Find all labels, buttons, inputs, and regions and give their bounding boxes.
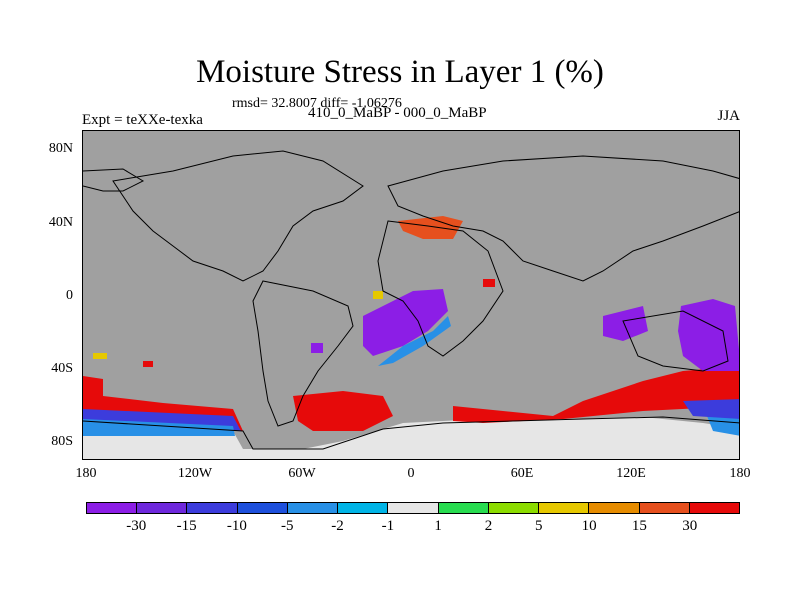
lon-label-60w: 60W <box>288 466 316 481</box>
colorbar-tick-label: -10 <box>226 518 247 534</box>
comparison-label: 410_0_MaBP - 000_0_MaBP <box>308 105 487 121</box>
south-atlantic-edge <box>378 316 451 366</box>
patch-4 <box>93 353 107 359</box>
season-label: JJA <box>717 108 740 124</box>
colorbar-swatch <box>539 503 590 513</box>
colorbar-swatch <box>639 503 690 513</box>
colorbar-tick-label: -5 <box>280 518 294 534</box>
colorbar-tick-label: 2 <box>484 518 493 534</box>
patch-3 <box>483 279 495 287</box>
colorbar-swatch <box>589 503 640 513</box>
colorbar-tick-label: -15 <box>176 518 197 534</box>
map-graphic <box>83 150 739 459</box>
colorbar-swatch <box>338 503 389 513</box>
colorbar-swatch <box>388 503 439 513</box>
map-panel <box>82 130 740 460</box>
chart-title: Moisture Stress in Layer 1 (%) <box>196 54 604 90</box>
colorbar <box>86 502 740 514</box>
colorbar-swatch <box>689 503 740 513</box>
patch-5 <box>143 361 153 367</box>
lat-label-80n: 80N <box>48 141 73 156</box>
lon-label-180e: 180 <box>729 466 751 481</box>
lat-label-40s: 40S <box>51 361 73 376</box>
lat-label-0: 0 <box>66 288 73 303</box>
indian-ocean-negative-2 <box>683 399 739 419</box>
lon-label-120w: 120W <box>177 466 213 481</box>
colorbar-swatch <box>488 503 540 513</box>
experiment-label: Expt = teXXe-texka <box>82 112 203 128</box>
lon-label-180w: 180 <box>75 466 97 481</box>
south-atlantic-positive <box>293 391 393 431</box>
patch-2 <box>373 291 383 299</box>
stats-text: rmsd= 32.8007 diff= -1.06276 <box>232 96 402 111</box>
colorbar-tick-label: 15 <box>631 518 647 534</box>
mediterranean-positive <box>398 216 463 239</box>
colorbar-swatch <box>137 503 188 513</box>
lon-label-0: 0 <box>407 466 415 481</box>
lat-label-40n: 40N <box>48 215 73 230</box>
colorbar-tick-label: 30 <box>682 518 698 534</box>
colorbar-tick-label: 10 <box>581 518 597 534</box>
indian-ocean-positive <box>453 366 739 423</box>
lon-label-120e: 120E <box>616 466 646 481</box>
colorbar-tick-label: -30 <box>126 518 147 534</box>
colorbar-swatch <box>87 503 138 513</box>
colorbar-tick-label: 1 <box>434 518 442 534</box>
colorbar-tick-label: -2 <box>331 518 344 534</box>
colorbar-swatch <box>237 503 288 513</box>
colorbar-swatch <box>187 503 238 513</box>
south-atlantic-negative <box>363 289 448 356</box>
lat-label-80s: 80S <box>51 434 73 449</box>
colorbar-swatch <box>287 503 339 513</box>
indonesia-negative <box>603 306 648 341</box>
antarctic-ice <box>83 417 739 459</box>
continent-outlines <box>83 150 739 450</box>
colorbar-tick-label: -1 <box>381 518 395 534</box>
patch-1 <box>311 343 323 353</box>
colorbar-tick-label: 5 <box>535 518 543 534</box>
australia-negative <box>678 299 739 371</box>
lon-label-60e: 60E <box>510 466 534 481</box>
colorbar-swatch <box>438 503 489 513</box>
